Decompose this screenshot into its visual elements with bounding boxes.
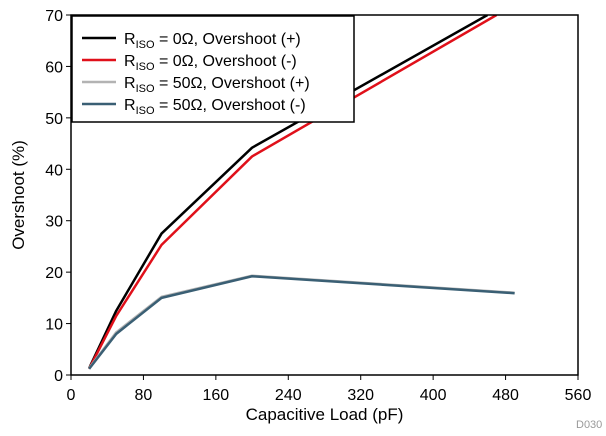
x-axis-label: Capacitive Load (pF) [246,405,404,424]
y-tick-label: 70 [45,8,63,25]
legend-entry: RISO = 50Ω, Overshoot (+) [124,75,310,95]
y-tick-label: 10 [45,317,63,334]
x-tick-label: 560 [565,387,592,404]
y-axis-label: Overshoot (%) [9,140,28,250]
y-tick-label: 0 [54,368,63,385]
tick-layer: 0 80 160 240 320 400 480 560 0 10 20 30 40 50 60 70 [45,8,591,404]
x-tick-label: 320 [347,387,374,404]
x-tick-label: 400 [420,387,447,404]
chart-footnote: D030 [576,419,602,431]
legend: RISO = 0Ω, Overshoot (+)RISO = 0Ω, Overs… [71,15,355,123]
legend-entry: RISO = 50Ω, Overshoot (-) [124,97,306,117]
y-tick-label: 60 [45,59,63,76]
y-tick-label: 50 [45,111,63,128]
y-tick-label: 30 [45,214,63,231]
series-line-4 [88,275,515,370]
plot-frame [70,14,579,376]
legend-entry: RISO = 0Ω, Overshoot (-) [124,53,297,73]
x-tick-label: 240 [275,387,302,404]
legend-box [71,15,355,123]
x-tick-label: 480 [492,387,519,404]
legend-entry: RISO = 0Ω, Overshoot (+) [124,31,301,51]
y-tick-label: 20 [45,265,63,282]
x-tick-label: 160 [203,387,230,404]
x-tick-label: 0 [67,387,76,404]
x-tick-label: 80 [135,387,153,404]
y-tick-label: 40 [45,162,63,179]
